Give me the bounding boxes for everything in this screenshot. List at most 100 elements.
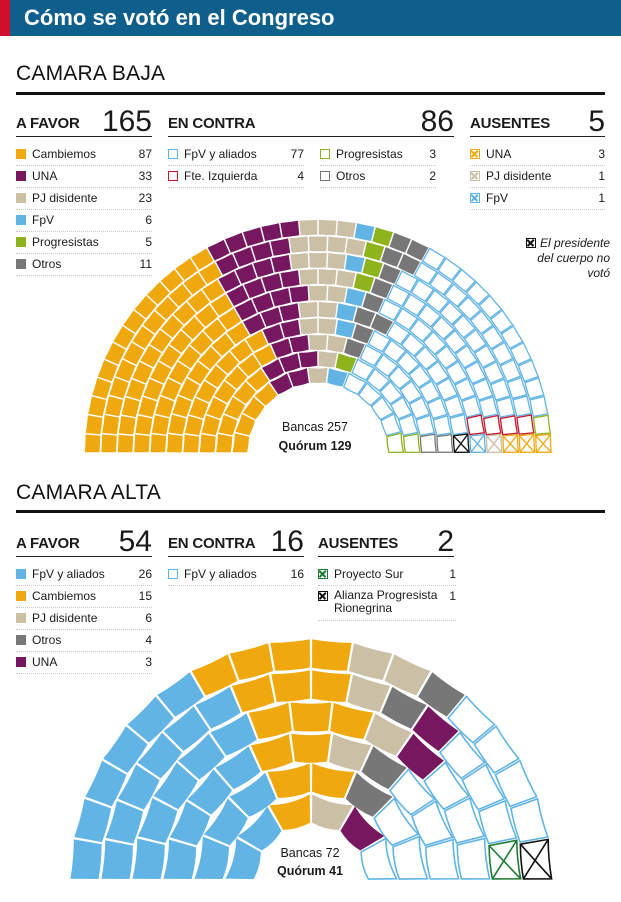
legend-item-cambiemos: Cambiemos 87 [16,144,152,166]
group-total: 16 [270,525,304,558]
seat-cambiemos [226,322,250,345]
seat-pj-disidente [318,351,338,368]
legend-swatch [16,591,26,601]
seat-fpv-y-aliados [472,378,494,401]
seat-pj-disidente [384,654,431,696]
seat-fpv-y-aliados [465,281,490,306]
legend-label: Progresistas [336,147,403,161]
legend-count: 15 [138,589,152,603]
section-title-camara-baja: CAMARA BAJA [16,62,166,85]
seat-una [270,373,293,395]
seat-fpv-y-aliados [482,360,505,385]
seat-pj-disidente [365,713,412,756]
hemicycle-camara-alta [70,639,553,880]
seat-cambiemos [168,284,192,307]
seat-cambiemos [218,414,238,436]
group-header-alta-ausentes: AUSENTES 2 [318,522,454,558]
seat-fpv [354,223,375,242]
seat-fpv-y-aliados [379,380,404,405]
seat-cross-line [522,838,549,880]
seat-otros [370,278,393,299]
seat-cambiemos [201,415,220,436]
seat-fpv-y-aliados [417,303,442,328]
group-header-baja-contra: EN CONTRA 86 [168,102,454,138]
seat-fpv-y-aliados [425,360,450,386]
legend-item-una: UNA 33 [16,166,152,188]
seat-pj-disidente [290,252,309,270]
seat-pj-disidente [299,301,318,318]
seat-fpv-y-aliados [423,761,470,811]
legend-label: FpV y aliados [32,567,105,581]
seat-cambiemos [123,342,145,365]
seat-cambiemos [181,316,205,340]
seat-otros [352,323,374,344]
seat-fpv-y-aliados [494,759,538,808]
seat-cross-line [518,435,536,453]
seat-fpv-y-aliados [425,838,460,880]
seat-cambiemos [166,434,183,453]
seat-otros [436,433,454,453]
seat-fpv-y-aliados [225,838,261,880]
legend-label: Alianza Progresista Rionegrina [334,588,438,615]
seat-una [279,303,300,321]
legend-item-progresistas: Progresistas 3 [320,144,436,166]
legend-alta-favor: FpV y aliados 26 Cambiemos 15 PJ disidente 6 O… [16,564,152,674]
legend-item-progresistas: Progresistas 5 [16,232,152,254]
seat-cambiemos [312,639,352,671]
seat-progresistas [362,258,383,278]
legend-item-una: UNA 3 [16,652,152,674]
seat-cambiemos [211,333,235,356]
legend-label: PJ disidente [32,611,98,625]
seat-una [251,241,273,261]
legend-swatch [16,237,26,247]
seat-fpv [336,303,357,321]
seat-cambiemos [199,434,216,453]
seat-fpv-y-aliados [408,364,432,389]
seat-una [225,232,247,253]
seat-fpv-y-aliados [390,396,413,420]
seat-progresistas [532,414,551,435]
seat-cambiemos [245,330,268,352]
legend-swatch [16,613,26,623]
legend-swatch [318,569,328,579]
seat-fpv-y-aliados [411,800,454,847]
seat-fpv-y-aliados [489,378,511,401]
seat-pj-disidente [311,794,353,830]
seat-cambiemos [183,272,207,295]
seat-cambiemos [173,302,196,325]
seat-una [253,258,274,278]
seat-fpv-y-aliados [380,413,402,437]
legend-count: 1 [598,191,605,205]
legend-item-proyecto-sur: Proyecto Sur 1 [318,564,456,586]
seat-fpv-y-aliados [408,318,434,343]
seat-cambiemos [199,262,222,284]
seat-cambiemos [195,304,218,327]
seat-fpv-y-aliados [127,696,174,743]
seat-cambiemos [191,654,238,696]
legend-alta-contra: FpV y aliados 16 [168,564,304,586]
legend-swatch [320,171,330,181]
seat-fpv-y-aliados [443,395,465,418]
legend-swatch [168,149,178,159]
seat-pj-disidente [309,236,327,252]
seat-fpv-y-aliados [430,315,456,341]
seat-una [271,254,291,273]
seat-pj-disidente [336,220,356,238]
legend-count: 4 [145,633,152,647]
legend-item-fpv-y-aliados: FpV y aliados 16 [168,564,304,586]
seat-fpv-y-aliados [443,329,468,354]
seat-pj-disidente [318,318,337,335]
seat-fpv-y-aliados [451,268,477,293]
legend-item-cambiemos: Cambiemos 15 [16,586,152,608]
seat-cambiemos [214,380,236,404]
seat-fpv-y-aliados [157,672,204,717]
seat-pj-disidente [345,238,366,256]
seat-fpv-y-aliados [426,396,448,420]
seat-pj-disidente [328,734,372,771]
group-label: AUSENTES [470,115,551,132]
seat-cambiemos [109,377,129,399]
seat-fpv-y-aliados [461,395,482,418]
group-header-baja-favor: A FAVOR 165 [16,102,152,138]
seat-cross-line [519,843,553,880]
seat-cambiemos [150,361,172,384]
